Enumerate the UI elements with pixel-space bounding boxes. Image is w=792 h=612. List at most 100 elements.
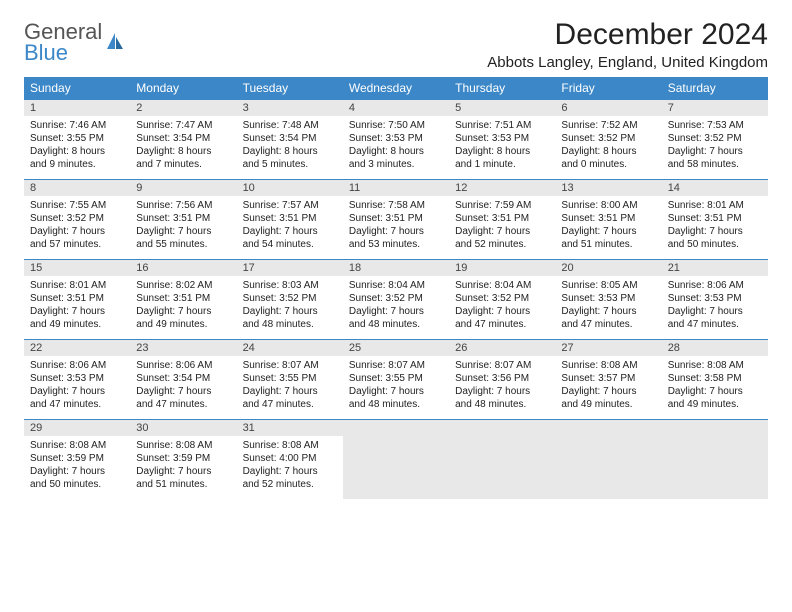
daylight-line: and 7 minutes. [136, 158, 230, 171]
sunrise-line: Sunrise: 8:06 AM [30, 359, 124, 372]
sunset-line: Sunset: 3:52 PM [455, 292, 549, 305]
daylight-line: and 53 minutes. [349, 238, 443, 251]
header: General Blue December 2024 Abbots Langle… [24, 18, 768, 71]
page-title: December 2024 [487, 18, 768, 52]
daylight-line: and 50 minutes. [30, 478, 124, 491]
daylight-line: Daylight: 7 hours [668, 225, 762, 238]
day-cell: Sunrise: 8:00 AMSunset: 3:51 PMDaylight:… [555, 196, 661, 259]
day-cell: Sunrise: 7:58 AMSunset: 3:51 PMDaylight:… [343, 196, 449, 259]
sunset-line: Sunset: 3:51 PM [30, 292, 124, 305]
daylight-line: Daylight: 7 hours [30, 465, 124, 478]
day-cell: Sunrise: 7:57 AMSunset: 3:51 PMDaylight:… [237, 196, 343, 259]
daylight-line: Daylight: 8 hours [349, 145, 443, 158]
daylight-line: and 49 minutes. [136, 318, 230, 331]
daylight-line: and 49 minutes. [668, 398, 762, 411]
sunrise-line: Sunrise: 7:50 AM [349, 119, 443, 132]
day-cell: Sunrise: 8:08 AMSunset: 3:59 PMDaylight:… [130, 436, 236, 499]
sunrise-line: Sunrise: 7:58 AM [349, 199, 443, 212]
sunrise-line: Sunrise: 7:51 AM [455, 119, 549, 132]
daynum-row: 1234567 [24, 99, 768, 116]
daylight-line: Daylight: 7 hours [668, 145, 762, 158]
sunset-line: Sunset: 3:54 PM [136, 372, 230, 385]
daylight-line: Daylight: 7 hours [455, 385, 549, 398]
daylight-line: Daylight: 7 hours [561, 225, 655, 238]
sunrise-line: Sunrise: 8:06 AM [668, 279, 762, 292]
weekday-header: Wednesday [343, 77, 449, 99]
daylight-line: and 9 minutes. [30, 158, 124, 171]
weekday-header: Tuesday [237, 77, 343, 99]
daylight-line: and 51 minutes. [561, 238, 655, 251]
daylight-line: Daylight: 7 hours [668, 305, 762, 318]
daylight-line: Daylight: 7 hours [561, 385, 655, 398]
day-cell: Sunrise: 7:59 AMSunset: 3:51 PMDaylight:… [449, 196, 555, 259]
daynum-row: 293031 [24, 419, 768, 436]
sunset-line: Sunset: 3:55 PM [30, 132, 124, 145]
logo-line2: Blue [24, 40, 68, 65]
sunrise-line: Sunrise: 7:56 AM [136, 199, 230, 212]
day-number: 31 [237, 419, 343, 436]
daylight-line: Daylight: 8 hours [136, 145, 230, 158]
day-number: 10 [237, 179, 343, 196]
day-number: 12 [449, 179, 555, 196]
sunset-line: Sunset: 3:51 PM [349, 212, 443, 225]
sunset-line: Sunset: 3:57 PM [561, 372, 655, 385]
sunrise-line: Sunrise: 8:00 AM [561, 199, 655, 212]
daylight-line: Daylight: 7 hours [30, 225, 124, 238]
day-cell: Sunrise: 7:48 AMSunset: 3:54 PMDaylight:… [237, 116, 343, 179]
day-cell: Sunrise: 8:04 AMSunset: 3:52 PMDaylight:… [343, 276, 449, 339]
weekday-header: Friday [555, 77, 661, 99]
day-number: 1 [24, 99, 130, 116]
day-cell: Sunrise: 8:06 AMSunset: 3:53 PMDaylight:… [24, 356, 130, 419]
sunrise-line: Sunrise: 8:08 AM [30, 439, 124, 452]
daylight-line: and 1 minute. [455, 158, 549, 171]
daylight-line: and 47 minutes. [136, 398, 230, 411]
sunrise-line: Sunrise: 8:04 AM [455, 279, 549, 292]
day-cell: Sunrise: 8:07 AMSunset: 3:56 PMDaylight:… [449, 356, 555, 419]
location: Abbots Langley, England, United Kingdom [487, 54, 768, 71]
day-number: 25 [343, 339, 449, 356]
daylight-line: and 57 minutes. [30, 238, 124, 251]
sunset-line: Sunset: 3:52 PM [668, 132, 762, 145]
day-number: 27 [555, 339, 661, 356]
day-number: 28 [662, 339, 768, 356]
empty-cell [662, 436, 768, 499]
day-cell: Sunrise: 7:53 AMSunset: 3:52 PMDaylight:… [662, 116, 768, 179]
daylight-line: and 47 minutes. [455, 318, 549, 331]
sunrise-line: Sunrise: 8:07 AM [455, 359, 549, 372]
day-cell: Sunrise: 8:08 AMSunset: 3:59 PMDaylight:… [24, 436, 130, 499]
day-cell: Sunrise: 8:06 AMSunset: 3:53 PMDaylight:… [662, 276, 768, 339]
daylight-line: and 49 minutes. [30, 318, 124, 331]
sail-icon [105, 31, 125, 56]
daylight-line: and 52 minutes. [455, 238, 549, 251]
daylight-line: and 48 minutes. [455, 398, 549, 411]
sunset-line: Sunset: 3:53 PM [349, 132, 443, 145]
daylight-line: Daylight: 7 hours [668, 385, 762, 398]
sunrise-line: Sunrise: 7:46 AM [30, 119, 124, 132]
sunset-line: Sunset: 3:53 PM [668, 292, 762, 305]
day-cell: Sunrise: 8:01 AMSunset: 3:51 PMDaylight:… [24, 276, 130, 339]
day-body-row: Sunrise: 7:55 AMSunset: 3:52 PMDaylight:… [24, 196, 768, 259]
day-number [449, 419, 555, 436]
day-number: 21 [662, 259, 768, 276]
day-number: 17 [237, 259, 343, 276]
daylight-line: Daylight: 8 hours [30, 145, 124, 158]
daylight-line: Daylight: 7 hours [561, 305, 655, 318]
sunset-line: Sunset: 3:55 PM [243, 372, 337, 385]
sunset-line: Sunset: 3:52 PM [561, 132, 655, 145]
daylight-line: Daylight: 7 hours [30, 385, 124, 398]
daylight-line: and 47 minutes. [561, 318, 655, 331]
sunrise-line: Sunrise: 8:01 AM [668, 199, 762, 212]
sunrise-line: Sunrise: 8:05 AM [561, 279, 655, 292]
sunset-line: Sunset: 3:53 PM [455, 132, 549, 145]
daylight-line: Daylight: 7 hours [455, 225, 549, 238]
day-number: 19 [449, 259, 555, 276]
day-cell: Sunrise: 8:08 AMSunset: 3:58 PMDaylight:… [662, 356, 768, 419]
sunrise-line: Sunrise: 7:52 AM [561, 119, 655, 132]
daynum-row: 15161718192021 [24, 259, 768, 276]
empty-cell [343, 436, 449, 499]
day-number: 30 [130, 419, 236, 436]
day-number [343, 419, 449, 436]
sunset-line: Sunset: 3:56 PM [455, 372, 549, 385]
day-cell: Sunrise: 8:08 AMSunset: 3:57 PMDaylight:… [555, 356, 661, 419]
sunset-line: Sunset: 3:59 PM [136, 452, 230, 465]
